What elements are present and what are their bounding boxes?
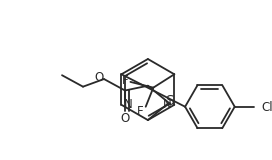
Text: Cl: Cl bbox=[261, 101, 272, 114]
Text: F: F bbox=[121, 74, 128, 88]
Text: F: F bbox=[137, 105, 143, 118]
Text: N: N bbox=[124, 98, 132, 111]
Text: S: S bbox=[165, 94, 174, 108]
Text: O: O bbox=[95, 71, 104, 84]
Text: O: O bbox=[120, 112, 130, 125]
Text: N: N bbox=[163, 98, 172, 111]
